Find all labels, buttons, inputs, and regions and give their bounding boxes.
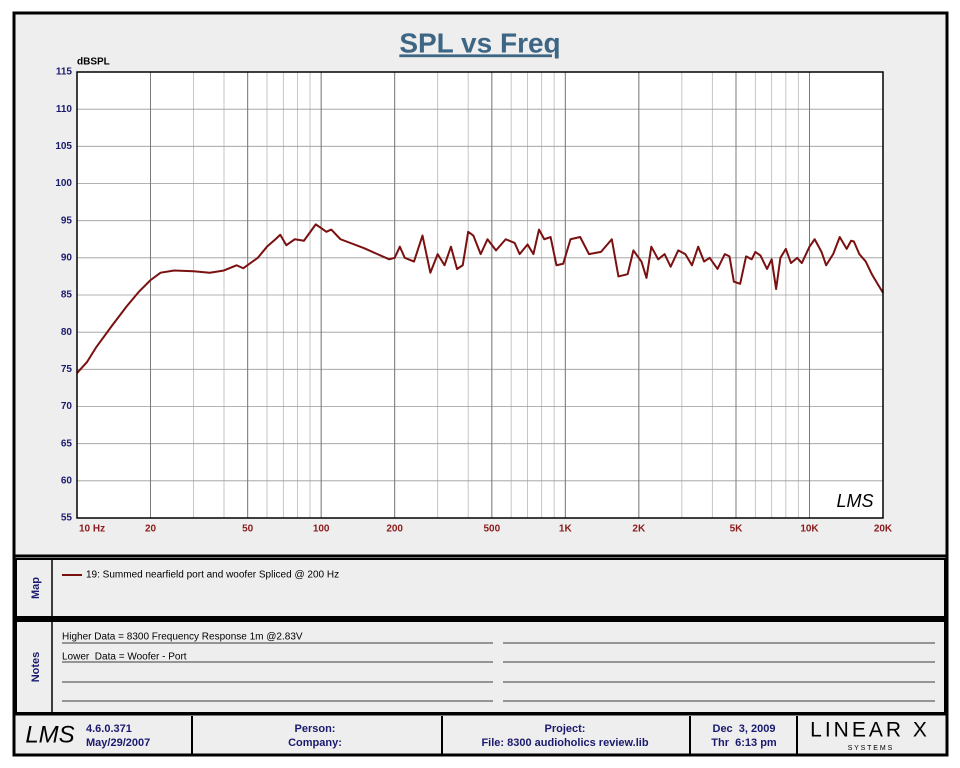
chart-title: SPL vs Freq (399, 27, 560, 58)
legend-entry: 19: Summed nearfield port and woofer Spl… (86, 570, 339, 581)
x-tick-label: 10K (800, 524, 819, 535)
x-tick-label: 20K (874, 524, 893, 535)
file: File: 8300 audioholics review.lib (481, 737, 648, 749)
note-line: Higher Data = 8300 Frequency Response 1m… (62, 632, 303, 643)
x-tick-label: 10 Hz (79, 524, 105, 535)
y-tick-label: 85 (61, 290, 73, 301)
y-tick-label: 75 (61, 364, 73, 375)
watermark: LMS (836, 491, 873, 511)
y-axis-label: dBSPL (77, 57, 110, 68)
brand: LINEAR X (810, 719, 930, 742)
person: Person: (295, 723, 336, 735)
plot-border (76, 71, 884, 519)
build-date: May/29/2007 (86, 737, 150, 749)
y-tick-label: 110 (56, 104, 73, 115)
x-tick-label: 1K (559, 524, 573, 535)
map-panel (15, 558, 946, 618)
x-tick-label: 100 (313, 524, 330, 535)
y-tick-label: 90 (61, 252, 73, 263)
footer-dividers (191, 716, 798, 755)
y-tick-label: 70 (61, 401, 73, 412)
x-tick-label: 20 (145, 524, 157, 535)
x-tick-label: 50 (242, 524, 254, 535)
brand-sub: S Y S T E M S (848, 745, 893, 752)
note-line: Lower Data = Woofer - Port (62, 652, 187, 663)
y-tick-label: 105 (55, 141, 72, 152)
note-rules (62, 642, 935, 702)
y-tick-label: 100 (55, 178, 72, 189)
x-tick-label: 2K (632, 524, 646, 535)
project: Project: (545, 723, 586, 735)
notes-panel (15, 620, 946, 714)
notes-label: Notes (30, 652, 42, 683)
plot (76, 223, 884, 374)
company: Company: (288, 737, 342, 749)
footer-logo: LMS (25, 721, 74, 748)
x-tick-label: 500 (483, 524, 500, 535)
map-label: Map (30, 577, 42, 599)
time: Thr 6:13 pm (711, 737, 777, 749)
series-line (76, 223, 884, 374)
x-tick-label: 5K (730, 524, 744, 535)
y-tick-label: 115 (56, 67, 73, 78)
y-tick-label: 65 (61, 438, 73, 449)
y-tick-label: 60 (61, 475, 73, 486)
y-tick-label: 55 (61, 513, 73, 524)
date: Dec 3, 2009 (713, 723, 776, 735)
version: 4.6.0.371 (86, 723, 132, 735)
y-tick-label: 95 (61, 215, 73, 226)
x-tick-label: 200 (386, 524, 403, 535)
y-tick-label: 80 (61, 327, 73, 338)
